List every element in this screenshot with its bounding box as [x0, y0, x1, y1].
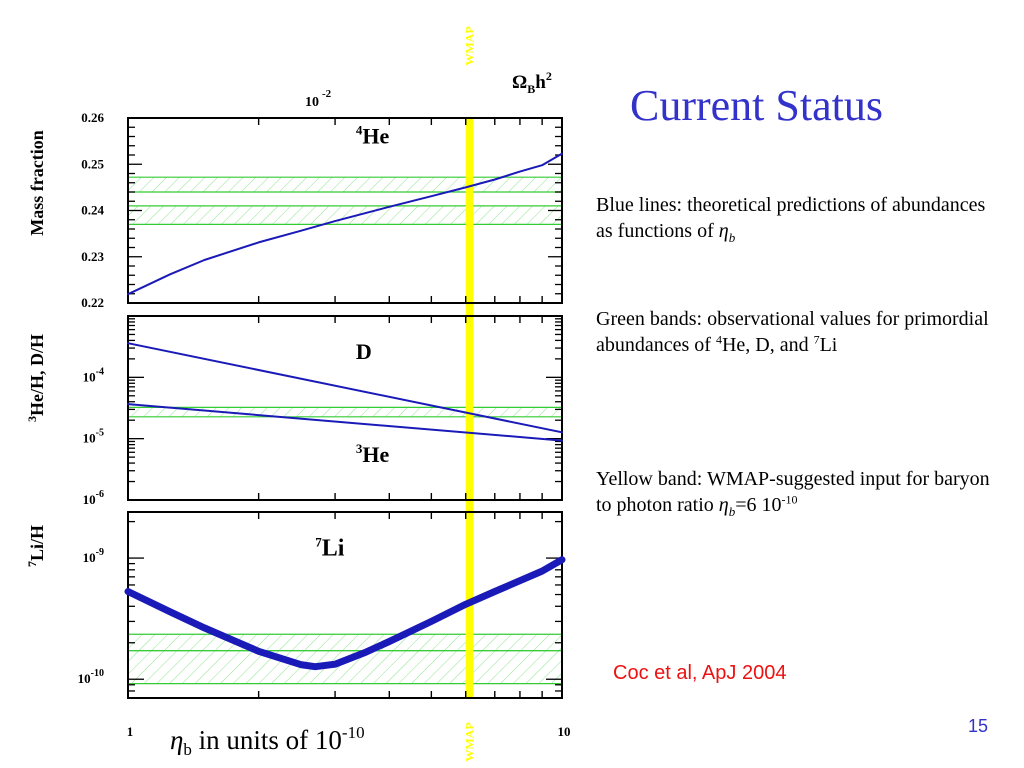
omega-h: h [535, 72, 546, 93]
green-he-text: He, D, and [721, 334, 814, 356]
y-tick-base: 10 [78, 671, 91, 686]
panel-frame-dhe3 [127, 315, 563, 501]
wmap-label: WMAP [463, 722, 477, 761]
yellow-band-text: Yellow band: WMAP-suggested input for ba… [596, 468, 990, 516]
ylabel-text: He/H, D/H [27, 334, 47, 416]
top-axis-tick-label: 10-2 [305, 88, 332, 110]
ylabel-mass-fraction: Mass fraction [27, 130, 47, 235]
ylabel-he3-d: 3He/H, D/H [25, 334, 47, 422]
y-tick-exponent: -10 [91, 668, 104, 679]
yellow-exponent: -10 [781, 492, 798, 507]
citation: Coc et al, ApJ 2004 [613, 662, 787, 684]
eta-subscript: b [728, 504, 736, 519]
omega-exp: 2 [546, 69, 552, 83]
series-label-dhe3-1: 3He [356, 441, 390, 467]
x-axis-eta: η [170, 725, 183, 755]
series-label-mass: 4 [356, 122, 363, 137]
yellow-band-description: Yellow band: WMAP-suggested input for ba… [596, 466, 996, 525]
li7-mass-number: 7 [813, 332, 820, 347]
series-label-element: Li [322, 536, 345, 562]
y-tick-exponent: -4 [96, 366, 104, 377]
ylabel-mass-number: 7 [25, 561, 39, 567]
x-axis-title: ηb in units of 10-10 [170, 723, 365, 759]
y-tick-label: 10-9 [83, 547, 104, 565]
y-tick-exponent: -6 [96, 489, 104, 500]
wmap-band [465, 118, 474, 698]
y-tick-label: 0.25 [81, 156, 104, 171]
top-axis-exponent: -2 [322, 88, 332, 100]
y-tick-label: 0.22 [81, 295, 104, 310]
obs-band-li7-0 [128, 650, 562, 684]
obs-band-li7-1 [128, 634, 562, 651]
obs-band-he4-0 [128, 205, 562, 225]
green-bands-text: Green bands: observational values for pr… [596, 308, 989, 356]
y-tick-exponent: -5 [96, 428, 104, 439]
yellow-value: =6 10 [735, 494, 782, 516]
omega-sub: B [527, 82, 535, 96]
x-tick-label: 10 [558, 724, 571, 739]
y-tick-base: 10 [83, 550, 96, 565]
blue-lines-description: Blue lines: theoretical predictions of a… [596, 192, 996, 251]
curve-dhe3-0 [127, 342, 563, 434]
eta-symbol: η [718, 494, 729, 516]
omega-symbol: Ω [512, 72, 527, 93]
series-label-element: D [356, 339, 372, 364]
obs-band-he4-1 [128, 177, 562, 192]
green-bands-description: Green bands: observational values for pr… [596, 306, 996, 358]
series-label-element: He [362, 442, 389, 467]
wmap-label: WMAP [463, 26, 477, 65]
y-tick-label: 0.24 [81, 203, 104, 218]
series-label-mass: 7 [315, 535, 322, 550]
eta-symbol: η [718, 220, 729, 242]
curve-dhe3-1 [127, 403, 563, 442]
slide-title: Current Status [630, 81, 883, 130]
series-label-mass: 3 [356, 441, 363, 456]
series-label-he4-0: 4He [356, 122, 390, 148]
curve-he4-0 [127, 152, 563, 296]
x-axis-exponent: -10 [342, 723, 365, 742]
series-label-element: He [362, 123, 389, 148]
ylabel-text: Li/H [27, 525, 47, 561]
x-axis-eta-sub: b [183, 740, 192, 759]
x-tick-label: 1 [127, 724, 134, 739]
obs-band-dhe3-0 [128, 407, 562, 417]
top-axis-base: 10 [305, 95, 319, 110]
slide-number: 15 [968, 716, 989, 736]
series-label-li7-0: 7Li [315, 535, 345, 562]
eta-subscript: b [728, 230, 736, 245]
green-li-text: Li [819, 334, 838, 356]
y-tick-label: 10-5 [83, 428, 104, 446]
y-tick-label: 10-4 [83, 366, 104, 384]
y-tick-exponent: -9 [96, 547, 104, 558]
y-tick-base: 10 [83, 492, 96, 507]
curve-li7-0 [124, 556, 566, 671]
he4-mass-number: 4 [715, 332, 722, 347]
ylabel-text: Mass fraction [27, 130, 47, 235]
y-tick-label: 10-10 [78, 668, 104, 686]
x-axis-text: in units of 10 [192, 725, 342, 755]
ylabel-mass-number: 3 [25, 416, 39, 422]
series-label-dhe3-0: D [356, 339, 372, 364]
y-tick-base: 10 [83, 369, 96, 384]
y-tick-base: 10 [83, 431, 96, 446]
y-tick-label: 0.23 [81, 249, 104, 264]
blue-lines-text: Blue lines: theoretical predictions of a… [596, 194, 986, 242]
y-tick-label: 0.26 [81, 110, 104, 125]
omega-b-h2-label: ΩBh2 [512, 69, 552, 96]
ylabel-li7: 7Li/H [25, 525, 47, 567]
panel-frame-li7 [127, 511, 563, 699]
y-tick-label: 10-6 [83, 489, 104, 507]
